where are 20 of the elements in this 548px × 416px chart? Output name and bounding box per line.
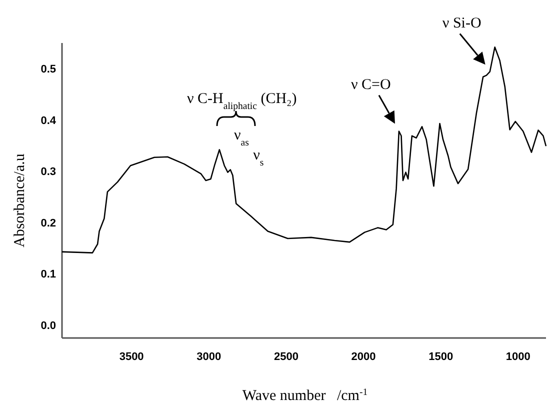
x-tick-label: 3500 [119,351,144,363]
x-tick-label: 1000 [506,351,530,363]
annotation: ν$_{s}$ [253,148,264,168]
x-tick-label: 1500 [428,351,454,363]
line-series [61,46,547,254]
y-tick-label: 0.1 [40,268,56,281]
y-tick-label: 0.5 [40,64,56,76]
annotation: ν C=O [351,77,392,94]
y-tick-label: 0.3 [40,166,56,178]
y-axis-title: Absorbance/a.u [12,153,28,248]
y-tick-label: 0.0 [40,320,56,332]
x-tick-label: 2000 [351,351,376,363]
x-axis-title: Wave number /cm$^{-1}$ [242,386,368,404]
y-tick-label: 0.2 [40,217,56,230]
annotation: ν Si-O [442,16,482,32]
annotation: ν C-H$_{aliphatic}$ (CH₂) [187,91,297,112]
x-tick-label: 2500 [274,351,298,363]
x-tick-label: 3000 [196,351,222,363]
y-tick-label: 0.4 [40,114,57,127]
annotation: ν$_{as}$ [234,128,250,148]
